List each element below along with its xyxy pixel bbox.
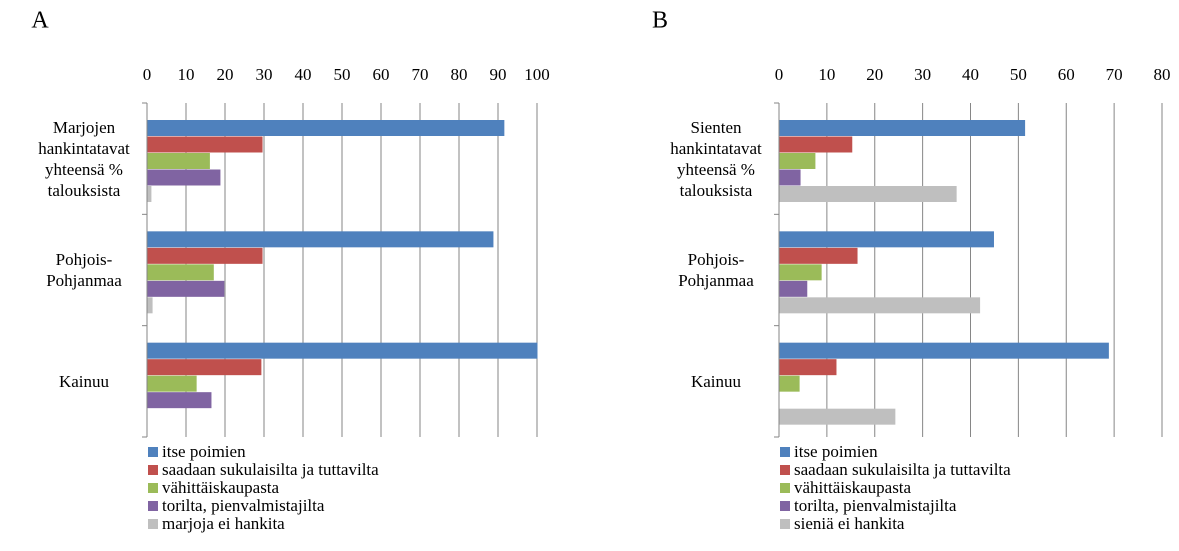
legend-swatch [780, 483, 790, 493]
legend-label: itse poimien [162, 442, 246, 461]
legend-swatch [148, 501, 158, 511]
legend-label: torilta, pienvalmistajilta [162, 496, 325, 515]
bar [779, 136, 853, 153]
bar [147, 359, 262, 376]
bar [147, 186, 152, 202]
legend-label: vähittäiskaupasta [794, 478, 912, 497]
legend-swatch [780, 447, 790, 457]
legend-swatch [148, 465, 158, 475]
legend-label: sieniä ei hankita [794, 514, 905, 533]
x-tick-label: 30 [914, 65, 931, 84]
x-tick-label: 70 [1106, 65, 1123, 84]
x-tick-label: 80 [451, 65, 468, 84]
category-label-box: Marjojen hankintatavat yhteensä % talouk… [38, 117, 130, 200]
bar [147, 120, 505, 136]
bar [779, 153, 816, 169]
x-tick-label: 0 [775, 65, 784, 84]
x-tick-label: 20 [217, 65, 234, 84]
category-label-box: Pohjois-Pohjanmaa [46, 249, 122, 290]
bar [147, 231, 494, 248]
legend-swatch [780, 501, 790, 511]
x-tick-label: 100 [524, 65, 550, 84]
bar [147, 169, 221, 186]
legend-swatch [780, 465, 790, 475]
legend-label: marjoja ei hankita [162, 514, 285, 533]
bar [779, 297, 981, 314]
category-label-box: Kainuu [58, 371, 110, 391]
legend-label: vähittäiskaupasta [162, 478, 280, 497]
bar [147, 136, 263, 153]
bar [779, 186, 957, 202]
bar [147, 264, 214, 281]
x-tick-label: 30 [256, 65, 273, 84]
bar [779, 231, 994, 248]
x-tick-label: 20 [866, 65, 883, 84]
x-tick-label: 60 [373, 65, 390, 84]
legend-swatch [780, 519, 790, 529]
bar [779, 280, 808, 297]
y-tick-label: Marjojen hankintatavat yhteensä % talouk… [38, 117, 130, 200]
x-tick-label: 40 [962, 65, 979, 84]
bar [147, 280, 225, 297]
bar [147, 297, 153, 314]
bar [779, 408, 896, 425]
bar [779, 359, 837, 376]
bar [779, 375, 800, 392]
bar [779, 247, 858, 264]
bar [147, 247, 263, 264]
bar [779, 120, 1026, 136]
category-label-box: Kainuu [690, 371, 742, 391]
panel-title: B [652, 8, 668, 34]
category-label-box: Pohjois-Pohjanmaa [678, 249, 754, 290]
bar [147, 375, 197, 392]
legend-label: torilta, pienvalmistajilta [794, 496, 957, 515]
panel-title: A [31, 8, 49, 34]
y-tick-label: Pohjois-Pohjanmaa [46, 249, 122, 290]
x-tick-label: 90 [490, 65, 507, 84]
x-tick-label: 80 [1154, 65, 1171, 84]
bar [779, 264, 822, 281]
y-tick-label: Kainuu [690, 371, 742, 391]
legend-swatch [148, 519, 158, 529]
x-tick-label: 10 [818, 65, 835, 84]
bar [147, 153, 210, 169]
bar [147, 392, 212, 409]
x-tick-label: 60 [1058, 65, 1075, 84]
x-tick-label: 0 [143, 65, 152, 84]
legend-label: saadaan sukulaisilta ja tuttavilta [162, 460, 379, 479]
x-tick-label: 70 [412, 65, 429, 84]
legend-swatch [148, 483, 158, 493]
y-tick-label: Kainuu [58, 371, 110, 391]
x-tick-label: 50 [334, 65, 351, 84]
bar [779, 342, 1109, 359]
x-tick-label: 10 [178, 65, 195, 84]
legend-label: itse poimien [794, 442, 878, 461]
legend-swatch [148, 447, 158, 457]
x-tick-label: 50 [1010, 65, 1027, 84]
x-tick-label: 40 [295, 65, 312, 84]
bar [147, 342, 538, 359]
bar [779, 169, 801, 186]
y-tick-label: Pohjois-Pohjanmaa [678, 249, 754, 290]
legend-label: saadaan sukulaisilta ja tuttavilta [794, 460, 1011, 479]
category-label-box: Sienten hankintatavat yhteensä % talouks… [670, 117, 762, 200]
y-tick-label: Sienten hankintatavat yhteensä % talouks… [670, 117, 762, 200]
